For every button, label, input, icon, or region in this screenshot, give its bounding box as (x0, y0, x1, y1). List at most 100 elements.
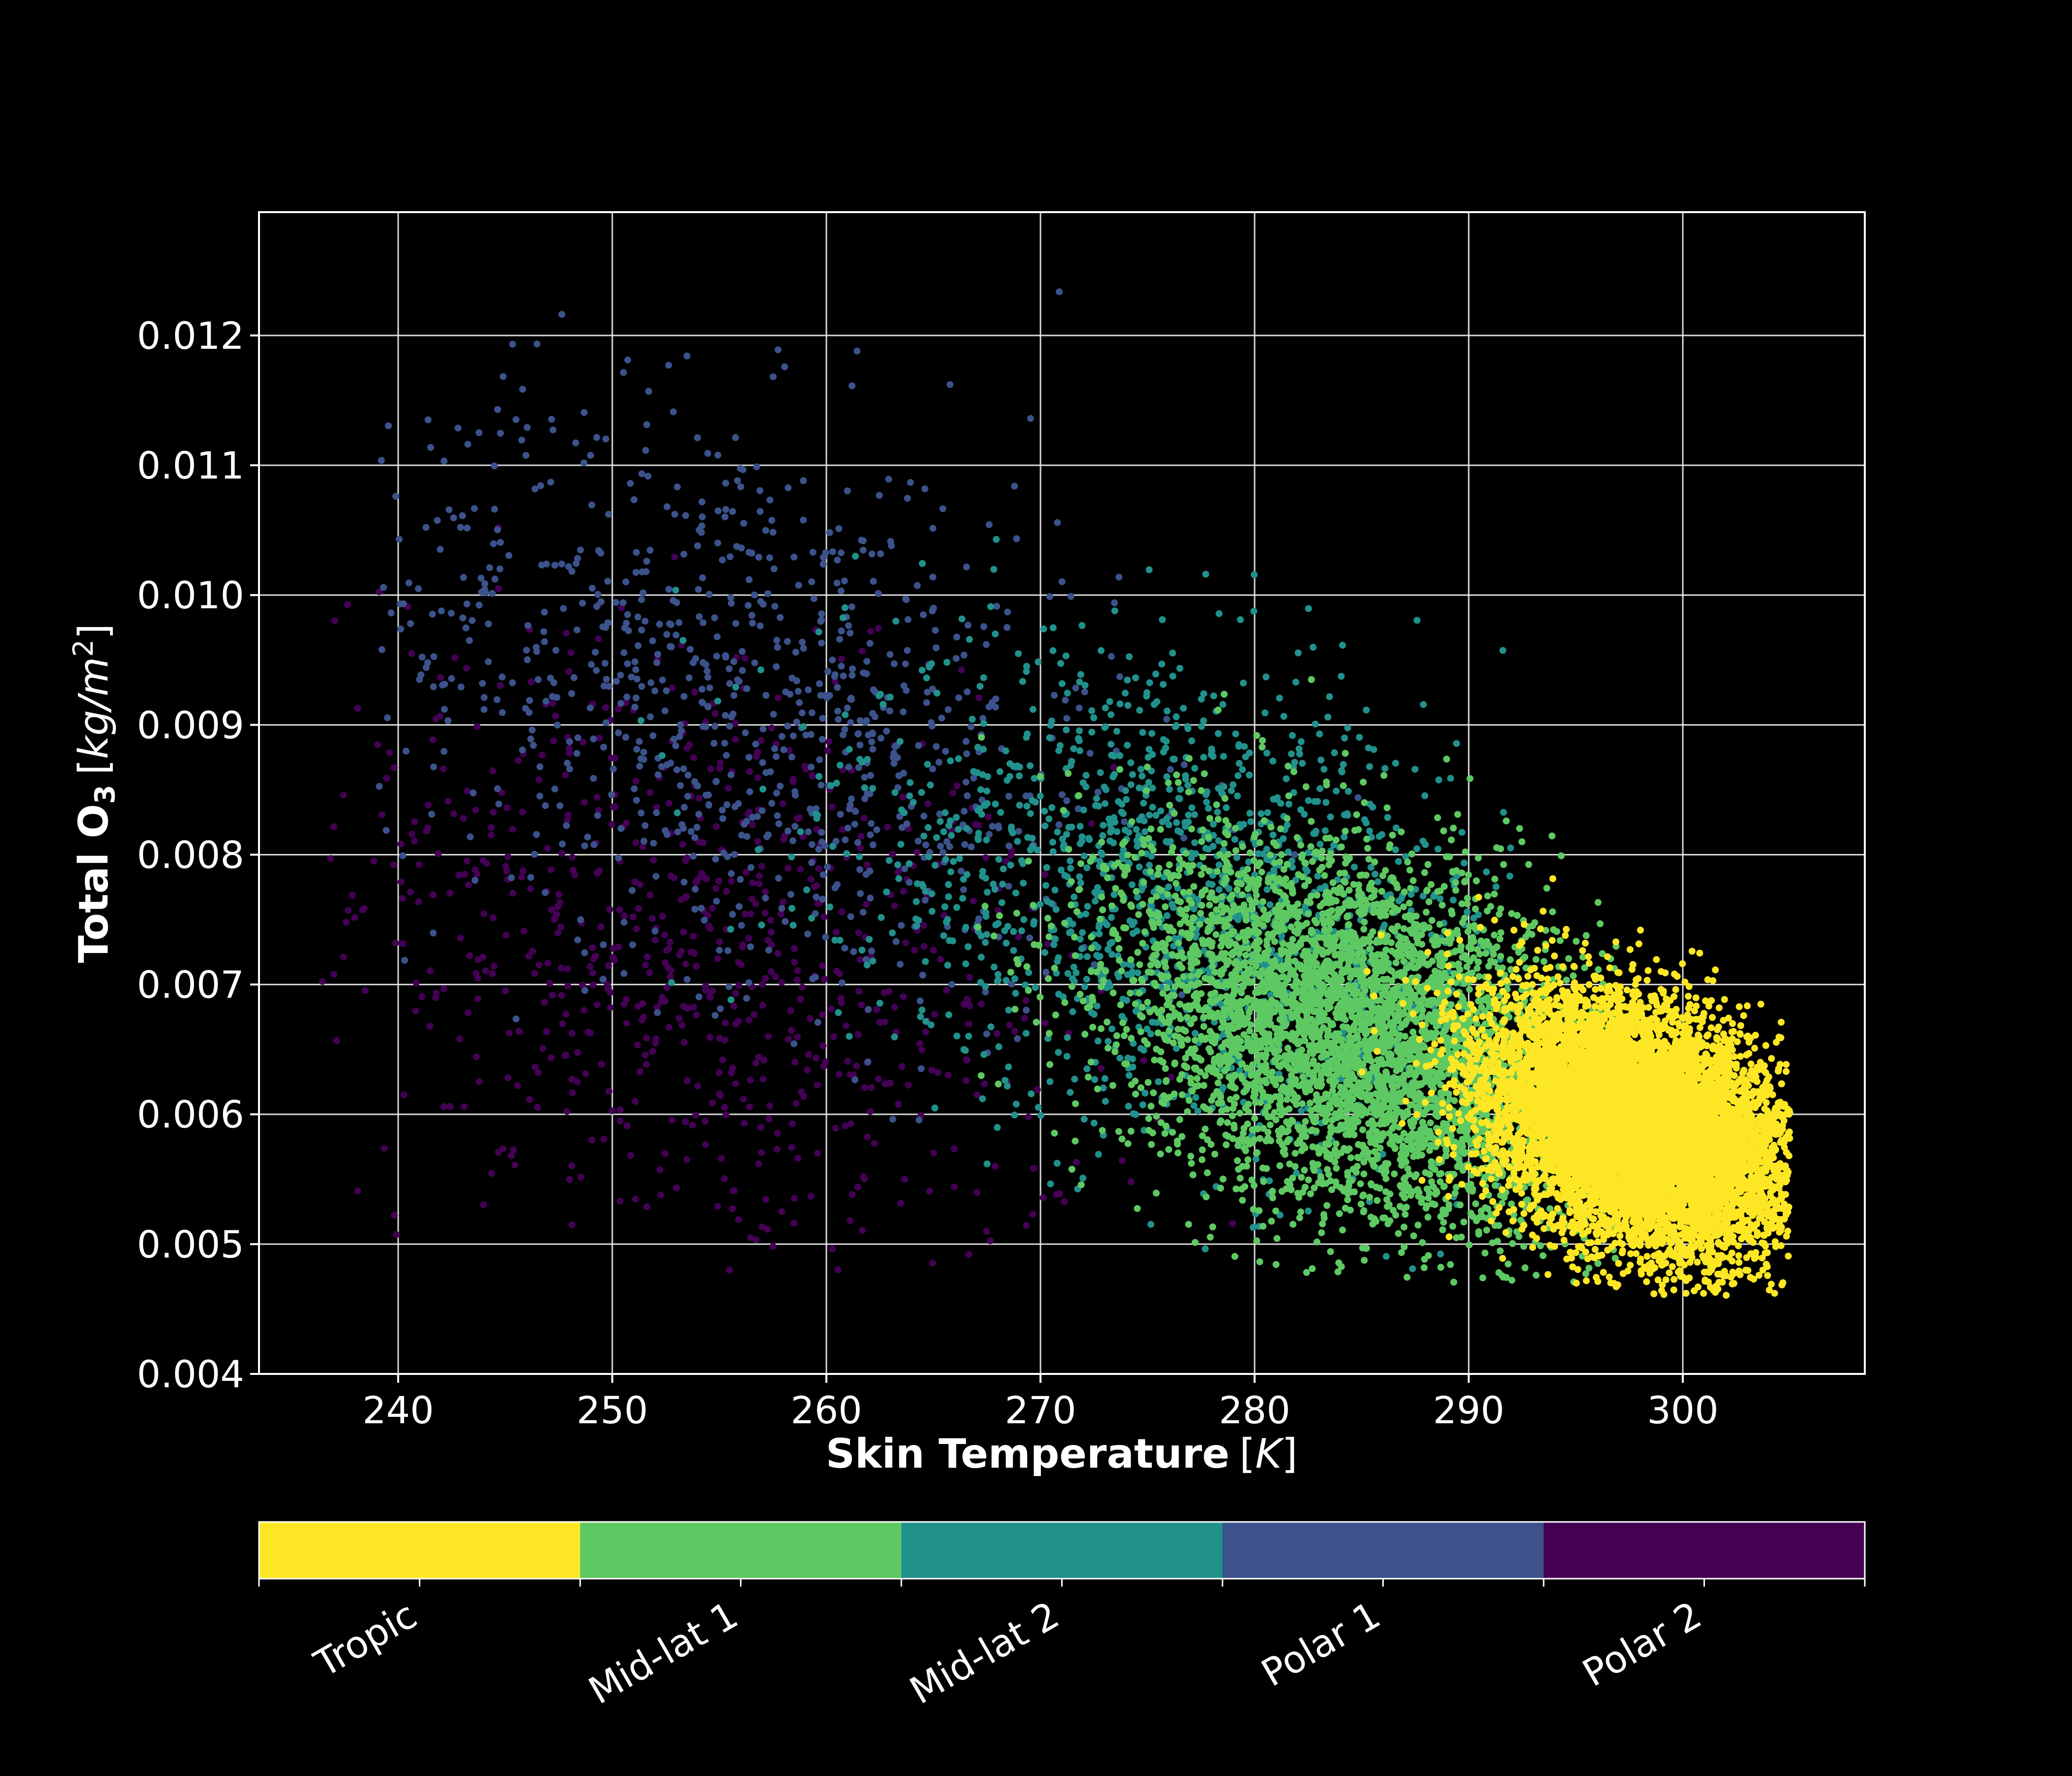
data-point (1171, 810, 1178, 817)
data-point (616, 906, 623, 914)
data-point (608, 821, 616, 828)
data-point (1121, 826, 1129, 834)
data-point (1041, 808, 1048, 815)
data-point (1483, 868, 1490, 876)
data-point (818, 610, 825, 618)
data-point (982, 939, 989, 946)
data-point (559, 1020, 566, 1028)
data-point (696, 839, 703, 846)
data-point (946, 381, 954, 388)
data-point (1056, 288, 1063, 296)
data-point (781, 918, 789, 925)
data-point (581, 987, 589, 994)
data-point (762, 975, 769, 982)
data-point (1120, 846, 1127, 853)
data-point (491, 506, 498, 513)
data-point (1187, 1152, 1194, 1160)
data-point (1189, 1171, 1197, 1179)
data-point (947, 757, 954, 765)
data-point (654, 771, 662, 778)
data-point (486, 564, 493, 571)
data-point (646, 789, 654, 796)
data-point (623, 1020, 630, 1027)
data-point (563, 1108, 571, 1115)
data-point (965, 1033, 972, 1040)
data-point (982, 988, 989, 996)
data-point (1392, 760, 1399, 767)
data-point (775, 694, 782, 702)
data-point (384, 714, 391, 721)
data-point (1108, 740, 1114, 748)
data-point (621, 1000, 628, 1008)
data-point (847, 1120, 854, 1127)
data-point (895, 1101, 902, 1108)
data-point (1127, 781, 1135, 788)
data-point (483, 860, 490, 867)
data-point (1097, 849, 1105, 856)
data-point (1149, 784, 1156, 792)
data-point (1285, 1136, 1293, 1143)
data-point (1332, 1110, 1339, 1117)
data-point (390, 861, 398, 869)
data-point (1049, 624, 1057, 631)
data-point (931, 1104, 938, 1111)
data-point (732, 683, 740, 691)
data-point (702, 1141, 709, 1148)
data-point (1341, 750, 1349, 757)
data-point (838, 908, 846, 916)
data-point (1322, 799, 1330, 806)
data-point (653, 809, 660, 816)
data-point (852, 553, 859, 560)
data-point (924, 689, 931, 696)
data-point (1136, 863, 1143, 871)
data-point (867, 628, 874, 635)
data-point (1327, 814, 1334, 820)
data-point (1013, 1101, 1020, 1108)
data-point (1289, 864, 1296, 871)
data-point (900, 888, 907, 895)
data-point (635, 738, 643, 745)
data-point (945, 881, 952, 888)
data-point (991, 886, 999, 893)
data-point (1078, 945, 1085, 953)
data-point (624, 356, 631, 364)
data-point (481, 706, 488, 713)
data-point (856, 717, 864, 724)
data-point (743, 833, 751, 840)
data-point (1473, 877, 1480, 885)
data-point (943, 986, 950, 994)
data-point (1061, 999, 1069, 1006)
data-point (623, 620, 630, 627)
data-point (1404, 1274, 1411, 1281)
data-point (1029, 705, 1036, 713)
data-point (581, 949, 589, 957)
data-point (588, 661, 595, 668)
data-point (459, 512, 466, 519)
data-point (547, 866, 555, 873)
data-point (842, 836, 849, 844)
data-point (774, 812, 781, 819)
data-point (829, 843, 836, 850)
data-point (1097, 647, 1105, 654)
data-point (814, 1019, 821, 1026)
data-point (1111, 599, 1118, 606)
data-point (1206, 815, 1214, 822)
data-point (548, 1054, 555, 1062)
data-point (970, 768, 977, 775)
data-point (1063, 797, 1071, 805)
data-point (646, 891, 654, 899)
data-point (641, 1051, 649, 1059)
data-point (1052, 1011, 1059, 1019)
data-point (362, 987, 369, 994)
grid (259, 212, 1865, 1375)
data-point (762, 888, 769, 895)
data-point (1160, 748, 1167, 756)
data-point (706, 684, 713, 692)
data-point (797, 866, 804, 873)
data-point (1241, 743, 1248, 750)
data-point (883, 888, 890, 895)
data-point (1147, 1141, 1155, 1148)
data-point (1046, 1078, 1054, 1085)
data-point (789, 778, 797, 785)
data-point (1277, 800, 1285, 807)
